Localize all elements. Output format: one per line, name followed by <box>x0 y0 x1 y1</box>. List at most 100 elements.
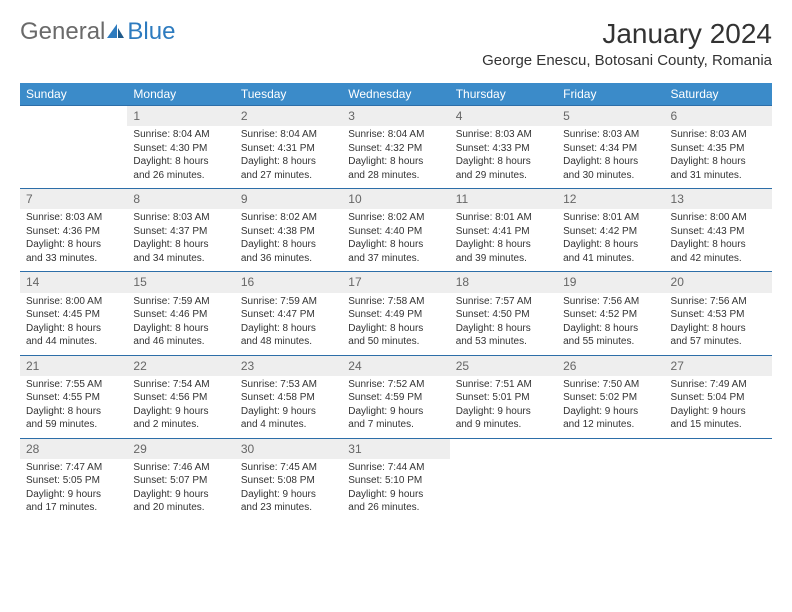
calendar-cell: 24Sunrise: 7:52 AMSunset: 4:59 PMDayligh… <box>342 355 449 438</box>
day-number: 16 <box>235 272 342 292</box>
sunrise-text: Sunrise: 7:54 AM <box>133 378 228 392</box>
daylight-text: Daylight: 8 hours <box>348 322 443 336</box>
calendar-cell: 14Sunrise: 8:00 AMSunset: 4:45 PMDayligh… <box>20 272 127 355</box>
sunrise-text: Sunrise: 7:47 AM <box>26 461 121 475</box>
calendar-week-row: 21Sunrise: 7:55 AMSunset: 4:55 PMDayligh… <box>20 355 772 438</box>
logo-text-general: General <box>20 18 105 46</box>
sunset-text: Sunset: 4:38 PM <box>241 225 336 239</box>
day-number: 31 <box>342 439 449 459</box>
sunset-text: Sunset: 4:43 PM <box>671 225 766 239</box>
sunset-text: Sunset: 4:49 PM <box>348 308 443 322</box>
sunset-text: Sunset: 5:01 PM <box>456 391 551 405</box>
calendar-cell <box>450 438 557 521</box>
day-number: 1 <box>127 106 234 126</box>
daylight-text: Daylight: 9 hours <box>133 405 228 419</box>
day-number: 6 <box>665 106 772 126</box>
sunrise-text: Sunrise: 7:55 AM <box>26 378 121 392</box>
daylight-text: Daylight: 8 hours <box>241 238 336 252</box>
day-number: 11 <box>450 189 557 209</box>
day-number: 13 <box>665 189 772 209</box>
day-header: Monday <box>127 83 234 106</box>
day-header: Wednesday <box>342 83 449 106</box>
daylight-text: Daylight: 8 hours <box>348 155 443 169</box>
day-number: 12 <box>557 189 664 209</box>
sunset-text: Sunset: 4:52 PM <box>563 308 658 322</box>
calendar-cell: 8Sunrise: 8:03 AMSunset: 4:37 PMDaylight… <box>127 189 234 272</box>
daylight-text: and 55 minutes. <box>563 335 658 349</box>
daylight-text: and 20 minutes. <box>133 501 228 515</box>
daylight-text: Daylight: 9 hours <box>456 405 551 419</box>
day-number: 17 <box>342 272 449 292</box>
day-number: 24 <box>342 356 449 376</box>
header: General Blue January 2024 George Enescu,… <box>20 18 772 69</box>
sunset-text: Sunset: 4:37 PM <box>133 225 228 239</box>
daylight-text: Daylight: 8 hours <box>563 322 658 336</box>
day-header-row: Sunday Monday Tuesday Wednesday Thursday… <box>20 83 772 106</box>
sunrise-text: Sunrise: 7:59 AM <box>133 295 228 309</box>
calendar-cell: 28Sunrise: 7:47 AMSunset: 5:05 PMDayligh… <box>20 438 127 521</box>
calendar-week-row: 28Sunrise: 7:47 AMSunset: 5:05 PMDayligh… <box>20 438 772 521</box>
daylight-text: and 57 minutes. <box>671 335 766 349</box>
sunset-text: Sunset: 4:53 PM <box>671 308 766 322</box>
daylight-text: Daylight: 9 hours <box>348 405 443 419</box>
month-title: January 2024 <box>482 18 772 50</box>
daylight-text: and 27 minutes. <box>241 169 336 183</box>
day-number: 8 <box>127 189 234 209</box>
sunrise-text: Sunrise: 8:04 AM <box>348 128 443 142</box>
sunrise-text: Sunrise: 8:04 AM <box>241 128 336 142</box>
calendar-cell: 3 Sunrise: 8:04 AMSunset: 4:32 PMDaylight… <box>342 106 449 189</box>
day-header: Friday <box>557 83 664 106</box>
title-block: January 2024 George Enescu, Botosani Cou… <box>482 18 772 69</box>
daylight-text: and 44 minutes. <box>26 335 121 349</box>
sunset-text: Sunset: 4:40 PM <box>348 225 443 239</box>
logo-text-blue: Blue <box>127 18 175 46</box>
sunset-text: Sunset: 5:07 PM <box>133 474 228 488</box>
calendar-table: Sunday Monday Tuesday Wednesday Thursday… <box>20 83 772 521</box>
sunset-text: Sunset: 4:32 PM <box>348 142 443 156</box>
sunrise-text: Sunrise: 8:03 AM <box>563 128 658 142</box>
sunset-text: Sunset: 4:46 PM <box>133 308 228 322</box>
day-number: 4 <box>450 106 557 126</box>
daylight-text: Daylight: 9 hours <box>348 488 443 502</box>
calendar-cell: 20Sunrise: 7:56 AMSunset: 4:53 PMDayligh… <box>665 272 772 355</box>
daylight-text: Daylight: 8 hours <box>671 155 766 169</box>
sunset-text: Sunset: 5:10 PM <box>348 474 443 488</box>
daylight-text: and 37 minutes. <box>348 252 443 266</box>
sunset-text: Sunset: 4:58 PM <box>241 391 336 405</box>
day-number: 3 <box>342 106 449 126</box>
sunset-text: Sunset: 4:59 PM <box>348 391 443 405</box>
sunset-text: Sunset: 4:30 PM <box>133 142 228 156</box>
daylight-text: and 53 minutes. <box>456 335 551 349</box>
day-number: 30 <box>235 439 342 459</box>
daylight-text: and 59 minutes. <box>26 418 121 432</box>
calendar-cell: 25Sunrise: 7:51 AMSunset: 5:01 PMDayligh… <box>450 355 557 438</box>
daylight-text: Daylight: 9 hours <box>671 405 766 419</box>
day-number: 7 <box>20 189 127 209</box>
calendar-cell: 27Sunrise: 7:49 AMSunset: 5:04 PMDayligh… <box>665 355 772 438</box>
calendar-cell: 30Sunrise: 7:45 AMSunset: 5:08 PMDayligh… <box>235 438 342 521</box>
calendar-cell: 12Sunrise: 8:01 AMSunset: 4:42 PMDayligh… <box>557 189 664 272</box>
day-number: 15 <box>127 272 234 292</box>
daylight-text: and 4 minutes. <box>241 418 336 432</box>
day-number: 9 <box>235 189 342 209</box>
calendar-week-row: 14Sunrise: 8:00 AMSunset: 4:45 PMDayligh… <box>20 272 772 355</box>
daylight-text: and 9 minutes. <box>456 418 551 432</box>
calendar-cell: 7Sunrise: 8:03 AMSunset: 4:36 PMDaylight… <box>20 189 127 272</box>
calendar-cell: 4Sunrise: 8:03 AMSunset: 4:33 PMDaylight… <box>450 106 557 189</box>
sunset-text: Sunset: 4:31 PM <box>241 142 336 156</box>
calendar-cell: 23Sunrise: 7:53 AMSunset: 4:58 PMDayligh… <box>235 355 342 438</box>
calendar-week-row: 7Sunrise: 8:03 AMSunset: 4:36 PMDaylight… <box>20 189 772 272</box>
daylight-text: Daylight: 8 hours <box>671 238 766 252</box>
calendar-cell: 29Sunrise: 7:46 AMSunset: 5:07 PMDayligh… <box>127 438 234 521</box>
calendar-week-row: 1Sunrise: 8:04 AMSunset: 4:30 PMDaylight… <box>20 106 772 189</box>
day-number: 22 <box>127 356 234 376</box>
daylight-text: Daylight: 8 hours <box>133 155 228 169</box>
sunrise-text: Sunrise: 7:58 AM <box>348 295 443 309</box>
day-number: 23 <box>235 356 342 376</box>
sunrise-text: Sunrise: 7:57 AM <box>456 295 551 309</box>
sunset-text: Sunset: 4:56 PM <box>133 391 228 405</box>
sunrise-text: Sunrise: 8:03 AM <box>133 211 228 225</box>
daylight-text: and 31 minutes. <box>671 169 766 183</box>
daylight-text: and 46 minutes. <box>133 335 228 349</box>
daylight-text: and 12 minutes. <box>563 418 658 432</box>
